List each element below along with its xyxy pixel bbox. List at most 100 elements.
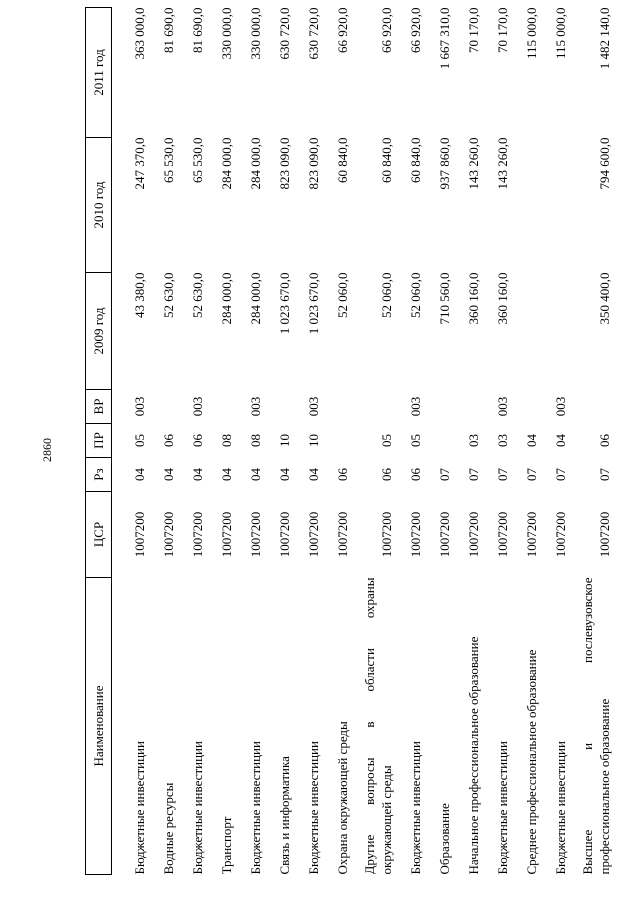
row-rz-cell: 07 [524,468,539,481]
row-rz-cell: 04 [248,468,263,481]
row-y2009-cell: 52 630,0 [161,272,176,319]
row-y2011-cell: 81 690,0 [190,7,205,54]
row-y2011-cell: 70 170,0 [466,7,481,54]
row-y2009-cell [511,273,540,390]
row-name-cell: Бюджетные инвестиции [540,578,569,874]
row-pr-cell: 10 [277,434,292,447]
table-header-row: Наименование ЦСР Рз ПР ВР 2009 год 2010 … [85,7,112,875]
row-pr-cell: 05 [408,434,423,447]
row-y2011-cell: 66 920,0 [408,7,423,54]
row-pr-cell: 05 [132,434,147,447]
table-row: Связь и информатика 1007200 04 10 1 023 … [264,8,293,875]
col-header-vr: ВР [85,389,112,424]
row-csr-cell: 1007200 [335,511,350,558]
row-rz-cell: 06 [335,468,350,481]
table-row: Бюджетные инвестиции 1007200 04 05 003 4… [112,8,149,875]
row-pr-cell: 08 [248,434,263,447]
row-name-line: Бюджетные инвестиции [190,741,205,875]
row-y2011-cell: 363 000,0 [132,7,147,60]
row-pr-cell: 06 [190,434,205,447]
row-name-cell: Бюджетные инвестиции [112,578,149,875]
row-csr-cell: 1007200 [379,511,394,558]
table-row: Бюджетные инвестиции 1007200 04 06 003 5… [177,8,206,875]
row-name-line: Бюджетные инвестиции [132,741,147,875]
table-row: Образование 1007200 07 710 560,0 937 860… [424,8,453,875]
table-row: Охрана окружающей среды 1007200 06 52 06… [322,8,351,875]
row-rz-cell: 04 [161,468,176,481]
row-name-line: Бюджетные инвестиции [408,741,423,875]
row-name-line: Охрана окружающей среды [335,721,350,875]
row-y2009-cell: 52 060,0 [379,272,394,319]
row-y2009-cell: 710 560,0 [437,272,452,325]
row-rz-cell: 06 [379,468,394,481]
table-row: Другие вопросы в области охраны окружающе… [351,8,395,875]
row-name-line: Бюджетные инвестиции [248,741,263,875]
page-number: 2860 [40,438,54,462]
row-vr-cell [148,390,177,424]
row-y2010-cell: 247 370,0 [132,137,147,190]
row-vr-cell [264,390,293,424]
row-y2009-cell: 284 000,0 [248,272,263,325]
row-pr-cell: 04 [553,434,568,447]
col-header-2009: 2009 год [85,272,112,390]
col-header-csr: ЦСР [85,491,112,578]
table-row: Бюджетные инвестиции 1007200 04 10 003 1… [293,8,322,875]
row-name-cell: Бюджетные инвестиции [293,578,322,874]
row-y2011-cell: 115 000,0 [524,7,539,60]
row-pr-cell: 06 [597,434,612,447]
row-y2010-cell: 794 600,0 [597,137,612,190]
row-y2011-cell: 115 000,0 [553,7,568,60]
row-csr-cell: 1007200 [248,511,263,558]
row-y2010-cell: 60 840,0 [379,137,394,184]
row-y2011-cell: 330 000,0 [219,7,234,60]
row-vr-cell: 003 [408,396,423,417]
row-y2011-cell: 70 170,0 [495,7,510,54]
budget-table: Наименование ЦСР Рз ПР ВР 2009 год 2010 … [85,7,613,875]
row-csr-cell: 1007200 [466,511,481,558]
row-rz-cell: 06 [408,468,423,481]
row-csr-cell: 1007200 [495,511,510,558]
row-name-line: Транспорт [219,816,234,875]
row-name-line: Среднее профессиональное образование [524,649,539,875]
row-name-cell: Бюджетные инвестиции [482,578,511,875]
row-csr-cell: 1007200 [277,511,292,558]
row-y2010-cell: 284 000,0 [219,137,234,190]
row-y2011-cell: 1 482 140,0 [597,7,612,70]
row-csr-cell: 1007200 [437,511,452,558]
row-rz-cell: 07 [437,468,452,481]
row-name-line: окружающей среды [379,765,394,875]
table-row: Начальное профессиональное образование 1… [453,8,482,875]
row-name-line: профессиональное образование [597,698,612,875]
row-y2011-cell: 630 720,0 [277,7,292,60]
row-y2010-cell: 143 260,0 [495,137,510,190]
row-y2011-cell: 630 720,0 [306,7,321,60]
row-csr-cell: 1007200 [132,511,147,558]
table-row: Бюджетные инвестиции 1007200 04 08 003 2… [235,8,264,875]
row-pr-cell: 04 [524,434,539,447]
row-y2010-cell: 143 260,0 [466,137,481,190]
row-vr-cell [569,390,613,424]
row-y2009-cell: 52 630,0 [190,272,205,319]
row-y2011-cell: 66 920,0 [379,7,394,54]
row-y2010-cell [511,138,540,273]
row-pr-cell [424,424,453,458]
row-pr-cell: 03 [495,434,510,447]
row-pr-cell [322,424,351,458]
row-rz-cell: 07 [495,468,510,481]
row-vr-cell [322,390,351,424]
row-csr-cell: 1007200 [553,511,568,558]
row-name-line: Бюджетные инвестиции [495,741,510,875]
table-row: Высшее и послевузовское профессиональное … [569,8,613,875]
row-y2010-cell: 65 530,0 [190,137,205,184]
table-row: Бюджетные инвестиции 1007200 07 03 003 3… [482,8,511,875]
row-y2009-cell: 52 060,0 [408,272,423,319]
table-row: Транспорт 1007200 04 08 284 000,0 284 00… [206,8,235,875]
row-name-line: Образование [437,803,452,875]
row-y2010-cell: 937 860,0 [437,137,452,190]
row-rz-cell: 07 [553,468,568,481]
row-y2009-cell: 360 160,0 [466,272,481,325]
table-row: Водные ресурсы 1007200 04 06 52 630,0 65… [148,8,177,875]
row-name-cell: Образование [424,578,453,875]
row-rz-cell: 07 [597,468,612,481]
